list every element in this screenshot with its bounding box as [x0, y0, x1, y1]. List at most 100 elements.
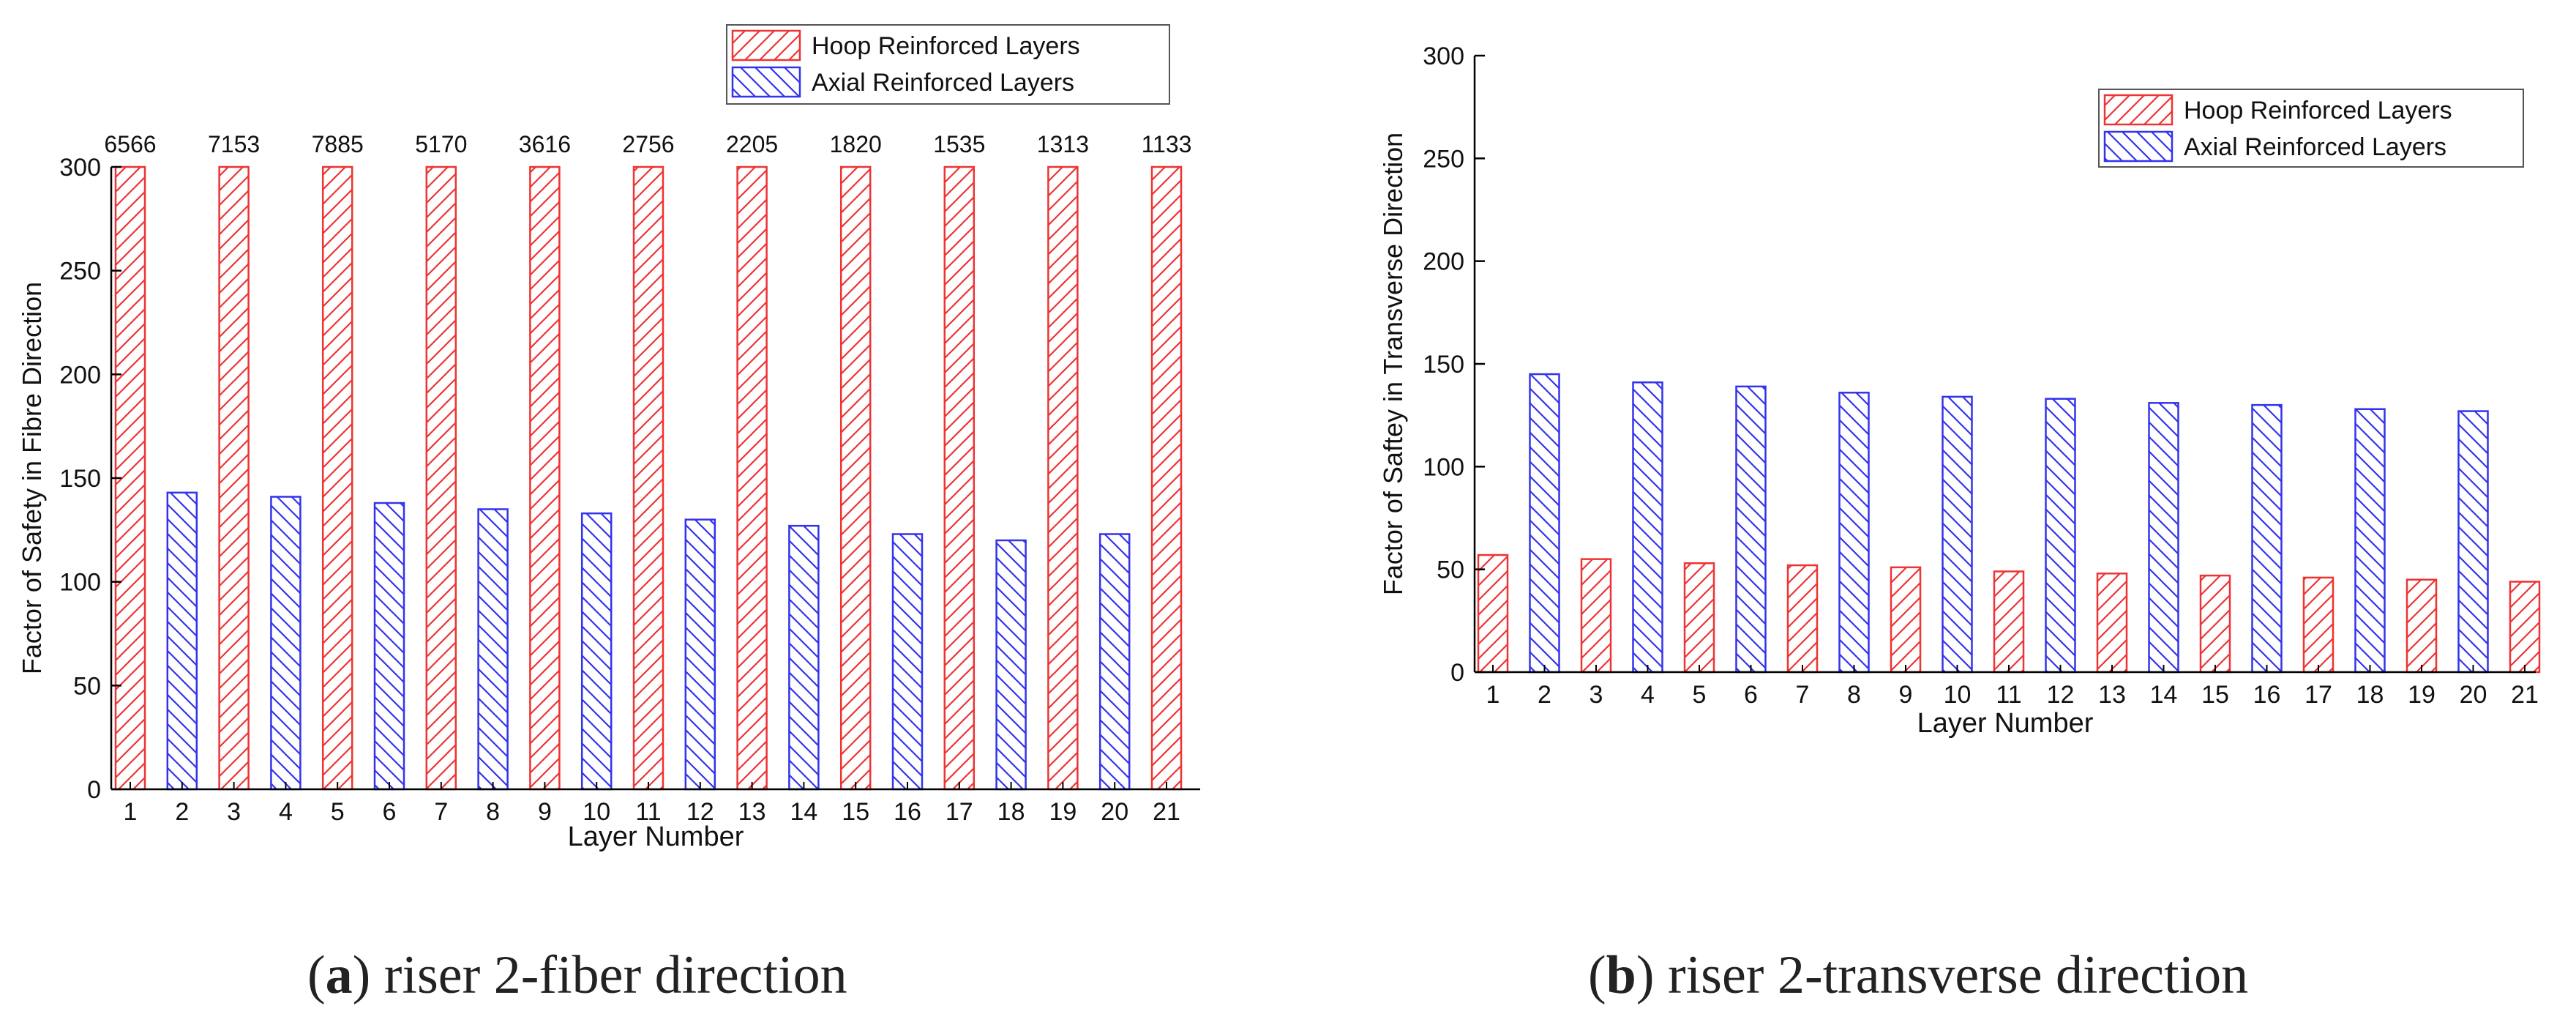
- c1-axial-bar-12: [2045, 398, 2076, 674]
- c0-x-tick-label-18: 18: [997, 798, 1025, 826]
- c0-value-label-9: 3616: [519, 131, 571, 157]
- c0-y-tick-label-0: 0: [87, 776, 101, 804]
- c0-axial-bar-12: [684, 518, 716, 791]
- c0-y-tick-label-100: 100: [59, 569, 101, 597]
- c1-x-tick-label-7: 7: [1796, 681, 1810, 709]
- c1-axial-bar-20: [2457, 410, 2489, 674]
- c0-y-tick-label-50: 50: [73, 672, 101, 700]
- c0-y-axis-label: Factor of Safety in Fibre Direction: [17, 282, 47, 674]
- c1-x-tick-label-5: 5: [1693, 681, 1707, 709]
- c1-x-tick-label-16: 16: [2253, 681, 2281, 709]
- c0-x-tick-label-15: 15: [842, 798, 869, 826]
- c1-y-tick-label-50: 50: [1437, 556, 1464, 584]
- c1-axial-bar-10: [1942, 395, 1973, 674]
- c0-hoop-bar-5: [321, 165, 353, 791]
- c1-y-tick-label-300: 300: [1423, 42, 1464, 70]
- c1-hoop-bar-3: [1580, 558, 1612, 674]
- c0-x-tick-label-9: 9: [538, 798, 552, 826]
- c0-x-tick-label-14: 14: [790, 798, 817, 826]
- c1-x-tick-label-6: 6: [1744, 681, 1758, 709]
- c1-axial-bar-6: [1735, 385, 1767, 674]
- c0-value-label-15: 1820: [830, 131, 882, 157]
- c0-x-tick-label-17: 17: [946, 798, 973, 826]
- c0-hoop-bar-17: [943, 165, 976, 791]
- c1-y-tick-label-100: 100: [1423, 453, 1464, 481]
- c1-y-tick-label-200: 200: [1423, 248, 1464, 276]
- c0-hoop-bar-3: [218, 165, 250, 791]
- c0-legend-swatch-hoop: [731, 29, 801, 62]
- c0-value-label-11: 2756: [622, 131, 674, 157]
- c0-x-tick-label-4: 4: [279, 798, 293, 826]
- c0-x-tick-label-12: 12: [686, 798, 714, 826]
- c1-x-tick-label-2: 2: [1538, 681, 1551, 709]
- c0-x-tick-label-20: 20: [1101, 798, 1128, 826]
- c1-axial-bar-4: [1632, 381, 1663, 674]
- c0-hoop-bar-13: [736, 165, 768, 791]
- c1-x-tick-label-4: 4: [1641, 681, 1655, 709]
- c0-axial-bar-18: [995, 539, 1027, 791]
- c1-hoop-bar-11: [1993, 570, 2025, 674]
- c0-axial-bar-20: [1098, 533, 1131, 791]
- c0-x-tick-label-6: 6: [383, 798, 397, 826]
- c1-y-tick-label-0: 0: [1450, 659, 1464, 687]
- c1-y-tick-label-250: 250: [1423, 145, 1464, 173]
- c0-value-label-17: 1535: [933, 131, 985, 157]
- c0-x-tick-label-16: 16: [894, 798, 921, 826]
- c1-legend-label-hoop: Hoop Reinforced Layers: [2184, 97, 2452, 124]
- c0-legend-swatch-axial: [731, 66, 801, 98]
- c0-legend-label-axial: Axial Reinforced Layers: [812, 69, 1074, 97]
- c0-hoop-bar-7: [425, 165, 457, 791]
- c0-axial-bar-4: [270, 496, 302, 791]
- c0-hoop-bar-11: [632, 165, 664, 791]
- c0-y-tick-label-200: 200: [59, 361, 101, 389]
- caption-b-text: ) riser 2-transverse direction: [1636, 945, 2249, 1005]
- c1-axial-bar-16: [2251, 403, 2283, 674]
- c0-value-label-5: 7885: [312, 131, 364, 157]
- c0-x-tick-label-1: 1: [124, 798, 138, 826]
- c0-x-tick-label-2: 2: [175, 798, 189, 826]
- c1-legend-label-axial: Axial Reinforced Layers: [2184, 133, 2446, 161]
- c0-x-tick-label-5: 5: [331, 798, 345, 826]
- caption-a-text: ) riser 2-fiber direction: [352, 945, 847, 1005]
- c1-axial-bar-14: [2148, 402, 2179, 674]
- c1-y-tick-label-150: 150: [1423, 351, 1464, 379]
- c1-x-tick-label-9: 9: [1899, 681, 1913, 709]
- c1-axial-bar-2: [1529, 373, 1560, 674]
- c0-x-tick-label-7: 7: [434, 798, 448, 826]
- caption-a: (a) riser 2-fiber direction: [307, 945, 847, 1005]
- c0-x-tick-label-13: 13: [738, 798, 766, 826]
- c1-x-tick-label-10: 10: [1944, 681, 1972, 709]
- c1-axial-bar-18: [2354, 408, 2386, 674]
- c1-hoop-bar-5: [1683, 562, 1715, 674]
- c0-value-label-13: 2205: [726, 131, 778, 157]
- caption-b-letter: b: [1606, 945, 1636, 1005]
- c1-hoop-bar-21: [2509, 581, 2541, 674]
- c0-x-tick-label-19: 19: [1049, 798, 1077, 826]
- c0-y-tick-label-250: 250: [59, 258, 101, 286]
- c1-x-tick-label-15: 15: [2201, 681, 2229, 709]
- c1-x-tick-label-1: 1: [1486, 681, 1500, 709]
- c1-x-tick-label-21: 21: [2511, 681, 2539, 709]
- c1-x-tick-label-3: 3: [1590, 681, 1603, 709]
- c1-hoop-bar-1: [1477, 554, 1509, 674]
- caption-b: (b) riser 2-transverse direction: [1588, 945, 2249, 1005]
- c0-x-tick-label-21: 21: [1153, 798, 1180, 826]
- c1-x-tick-label-18: 18: [2356, 681, 2384, 709]
- c0-axial-bar-10: [580, 512, 613, 791]
- c1-axial-bar-8: [1838, 392, 1870, 674]
- c0-x-axis-label: Layer Number: [568, 821, 744, 852]
- c1-x-tick-label-17: 17: [2304, 681, 2332, 709]
- c1-legend-swatch-axial: [2103, 130, 2174, 163]
- c0-axial-bar-16: [891, 533, 924, 791]
- c1-hoop-bar-13: [2096, 573, 2128, 674]
- c1-hoop-bar-17: [2302, 576, 2334, 674]
- c1-x-tick-label-11: 11: [1996, 681, 2021, 709]
- c0-axial-bar-8: [477, 508, 509, 791]
- c0-hoop-bar-21: [1150, 165, 1183, 791]
- c1-hoop-bar-19: [2405, 578, 2438, 674]
- c1-x-tick-label-12: 12: [2047, 681, 2075, 709]
- c1-x-tick-label-13: 13: [2098, 681, 2126, 709]
